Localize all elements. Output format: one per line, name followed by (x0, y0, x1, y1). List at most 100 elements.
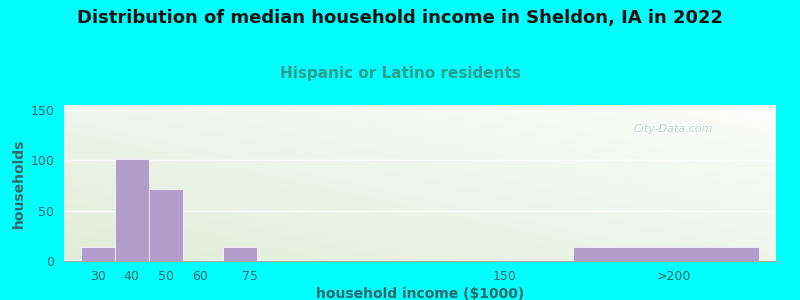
Bar (64, 158, 776, 160)
Bar (64, 238, 776, 239)
Bar (64, 233, 776, 235)
Bar (64, 128, 776, 130)
Bar (64, 164, 776, 166)
Bar (64, 242, 776, 244)
Bar (64, 228, 776, 230)
Bar (64, 205, 776, 206)
Bar (223, 247, 258, 261)
Bar (64, 192, 776, 194)
Bar (64, 235, 776, 236)
Bar (64, 169, 776, 170)
Bar (64, 122, 776, 124)
Bar (64, 150, 776, 152)
Bar (64, 184, 776, 186)
Text: Hispanic or Latino residents: Hispanic or Latino residents (279, 66, 521, 81)
Bar (64, 258, 776, 260)
Bar (64, 239, 776, 241)
Bar (573, 247, 759, 261)
Bar (64, 206, 776, 208)
Bar (64, 116, 776, 118)
Bar (115, 159, 149, 261)
Bar (64, 139, 776, 141)
Bar (64, 256, 776, 258)
Bar (64, 244, 776, 245)
Bar (64, 219, 776, 220)
Bar (64, 105, 776, 106)
Bar (64, 236, 776, 238)
Bar (81, 247, 115, 261)
Bar (64, 224, 776, 225)
Bar (64, 260, 776, 261)
Bar (64, 245, 776, 247)
Bar (64, 182, 776, 183)
Bar (64, 214, 776, 216)
Bar (64, 153, 776, 155)
Bar (64, 189, 776, 191)
Bar (64, 144, 776, 146)
X-axis label: household income ($1000): household income ($1000) (316, 287, 524, 300)
Bar (64, 111, 776, 113)
Bar (64, 163, 776, 164)
Bar (64, 183, 776, 184)
Bar (64, 110, 776, 111)
Bar (64, 213, 776, 214)
Text: City-Data.com: City-Data.com (634, 124, 713, 134)
Bar (64, 155, 776, 157)
Bar (64, 170, 776, 172)
Bar (64, 175, 776, 177)
Bar (64, 119, 776, 121)
Bar (64, 161, 776, 163)
Bar (64, 209, 776, 211)
Bar (64, 200, 776, 202)
Bar (64, 157, 776, 158)
Bar (64, 174, 776, 175)
Bar (149, 188, 182, 261)
Bar (64, 172, 776, 174)
Bar (64, 186, 776, 188)
Bar (64, 147, 776, 149)
Bar (64, 216, 776, 217)
Bar (64, 124, 776, 125)
Bar (64, 252, 776, 253)
Bar (64, 166, 776, 167)
Bar (64, 142, 776, 144)
Bar (64, 118, 776, 119)
Bar (64, 250, 776, 252)
Bar (64, 247, 776, 248)
Text: Distribution of median household income in Sheldon, IA in 2022: Distribution of median household income … (77, 9, 723, 27)
Bar (64, 241, 776, 242)
Bar (64, 180, 776, 182)
Y-axis label: households: households (12, 138, 26, 228)
Bar (64, 253, 776, 255)
Bar (64, 197, 776, 199)
Bar (64, 217, 776, 219)
Bar (64, 167, 776, 169)
Bar (64, 222, 776, 224)
Bar (64, 113, 776, 114)
Bar (64, 114, 776, 116)
Bar (64, 146, 776, 147)
Bar (64, 230, 776, 231)
Bar (64, 106, 776, 108)
Bar (64, 131, 776, 133)
Bar (64, 248, 776, 250)
Bar (64, 177, 776, 178)
Bar (64, 160, 776, 161)
Bar (64, 227, 776, 228)
Bar (64, 196, 776, 197)
Bar (64, 203, 776, 205)
Bar (64, 188, 776, 189)
Bar (64, 136, 776, 138)
Bar (64, 133, 776, 135)
Bar (64, 194, 776, 196)
Bar (64, 211, 776, 213)
Bar (64, 231, 776, 233)
Bar (64, 225, 776, 227)
Bar (64, 255, 776, 256)
Bar (64, 199, 776, 200)
Bar (64, 121, 776, 122)
Bar (64, 130, 776, 131)
Bar (64, 208, 776, 209)
Bar (64, 149, 776, 150)
Bar (64, 125, 776, 127)
